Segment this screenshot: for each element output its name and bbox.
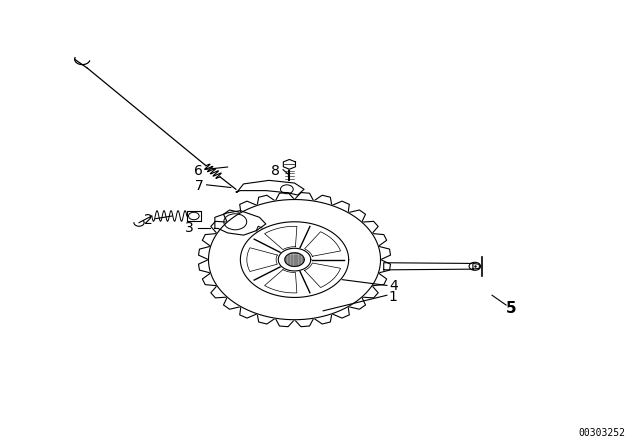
Polygon shape <box>198 193 390 327</box>
Text: 4: 4 <box>389 280 397 293</box>
Polygon shape <box>285 253 304 267</box>
Text: 1: 1 <box>389 290 397 305</box>
Text: 6: 6 <box>195 164 204 177</box>
Polygon shape <box>278 248 311 271</box>
Polygon shape <box>187 211 201 221</box>
Polygon shape <box>384 263 473 270</box>
Text: 8: 8 <box>271 164 280 177</box>
Polygon shape <box>473 263 479 269</box>
Polygon shape <box>264 226 297 250</box>
Text: 7: 7 <box>195 179 204 193</box>
Polygon shape <box>247 248 277 271</box>
Polygon shape <box>264 270 297 293</box>
Polygon shape <box>236 181 304 195</box>
Text: 2: 2 <box>143 212 152 227</box>
Polygon shape <box>305 263 340 288</box>
Polygon shape <box>241 222 349 297</box>
Polygon shape <box>305 232 340 256</box>
Polygon shape <box>209 199 381 320</box>
Text: 00303252: 00303252 <box>579 428 626 438</box>
Text: 5: 5 <box>506 301 516 316</box>
Polygon shape <box>256 226 274 238</box>
Polygon shape <box>215 211 266 235</box>
Text: 3: 3 <box>185 221 194 236</box>
Polygon shape <box>284 159 296 169</box>
